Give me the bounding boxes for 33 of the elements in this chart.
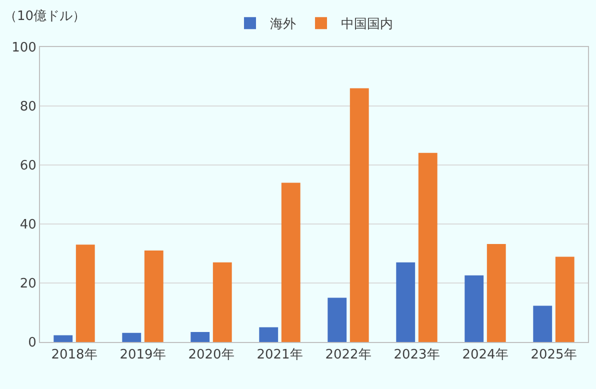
bar [212,262,232,342]
x-tick-label: 2019年 [120,348,166,363]
x-tick-label: 2018年 [51,348,98,363]
legend-label: 中国国内 [341,17,393,32]
y-axis-title: （10億ドル） [4,9,86,24]
bar [190,332,210,342]
bar [328,298,347,342]
x-tick-label: 2025年 [530,348,577,363]
bar [76,244,95,342]
bar [464,275,484,342]
y-tick-label: 60 [20,158,36,174]
bar [486,244,506,342]
bar [533,306,552,342]
bar [122,332,142,342]
y-tick-label: 40 [20,218,36,233]
bar [54,335,73,342]
x-tick-label: 2022年 [325,348,372,363]
x-tick-label: 2020年 [188,348,234,363]
y-tick-label: 0 [28,336,36,351]
x-tick-label: 2024年 [462,348,508,363]
bar [418,152,438,342]
bar [555,256,574,342]
x-tick-label: 2023年 [394,348,440,363]
x-tick-label: 2021年 [256,348,303,363]
bar [281,182,300,342]
legend-label: 海外 [270,17,296,32]
y-tick-label: 20 [20,276,36,292]
bar [259,327,278,342]
y-tick-label: 80 [20,100,36,115]
bar [144,250,164,342]
bar [350,88,369,342]
y-tick-label: 100 [12,40,36,56]
bar [396,262,416,342]
